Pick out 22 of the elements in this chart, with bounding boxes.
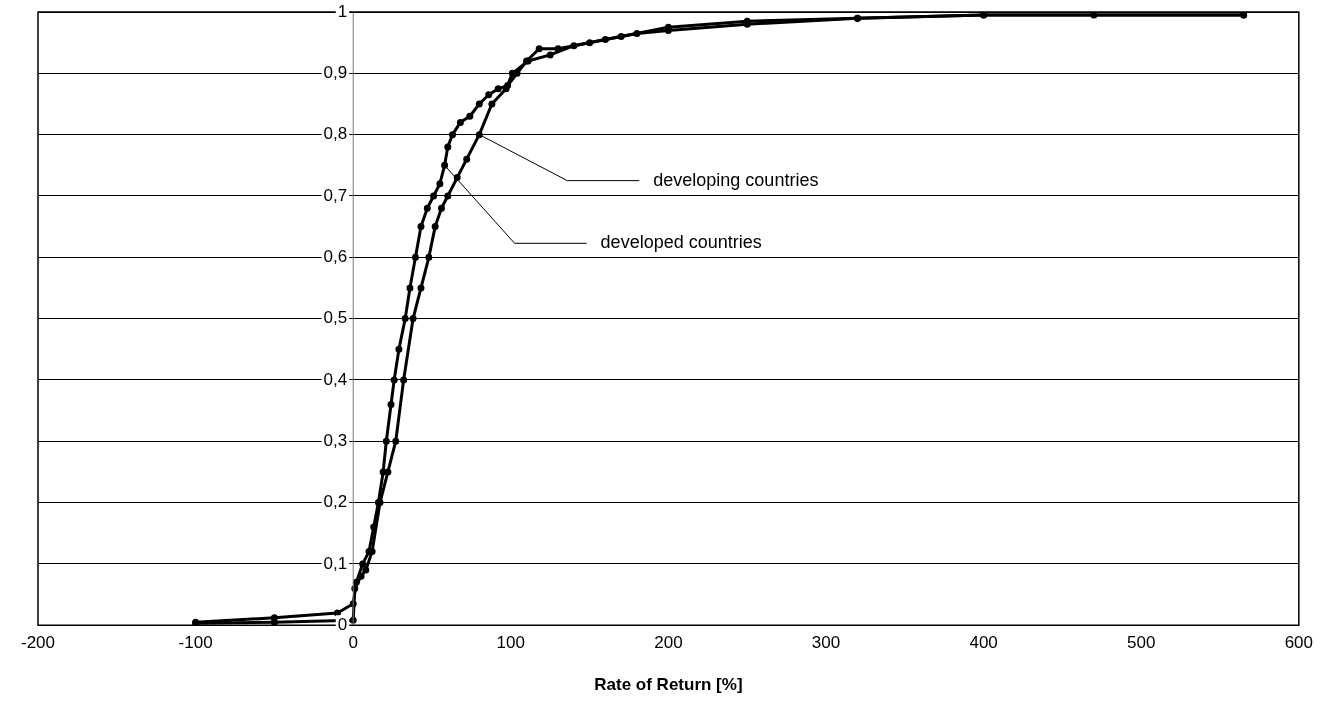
x-tick-label: 100: [496, 633, 525, 653]
y-tick-label: 0,7: [323, 185, 348, 205]
y-tick-label: 0,3: [323, 430, 348, 450]
y-tick-label: 0,4: [323, 369, 348, 389]
x-tick-label: -200: [20, 633, 56, 653]
x-tick-label: 400: [969, 633, 998, 653]
x-tick-label: 500: [1127, 633, 1156, 653]
y-tick-label: 0,2: [323, 492, 348, 512]
y-tick-label: 0,1: [323, 553, 348, 573]
x-axis-title: Rate of Return [%]: [594, 675, 743, 695]
x-tick-label: 300: [811, 633, 841, 653]
y-tick-label: 1: [337, 1, 348, 21]
y-tick-label: 0,8: [323, 124, 348, 144]
annotation: developing countries: [653, 169, 819, 190]
y-tick-label: 0,9: [323, 63, 348, 83]
x-tick-label: 200: [654, 633, 683, 653]
y-tick-label: 0: [337, 614, 348, 634]
annotation: developed countries: [600, 232, 762, 253]
x-tick-label: 600: [1284, 633, 1314, 653]
y-tick-label: 0,6: [323, 246, 348, 266]
y-tick-label: 0,5: [323, 308, 348, 328]
x-tick-label: -100: [178, 633, 213, 653]
